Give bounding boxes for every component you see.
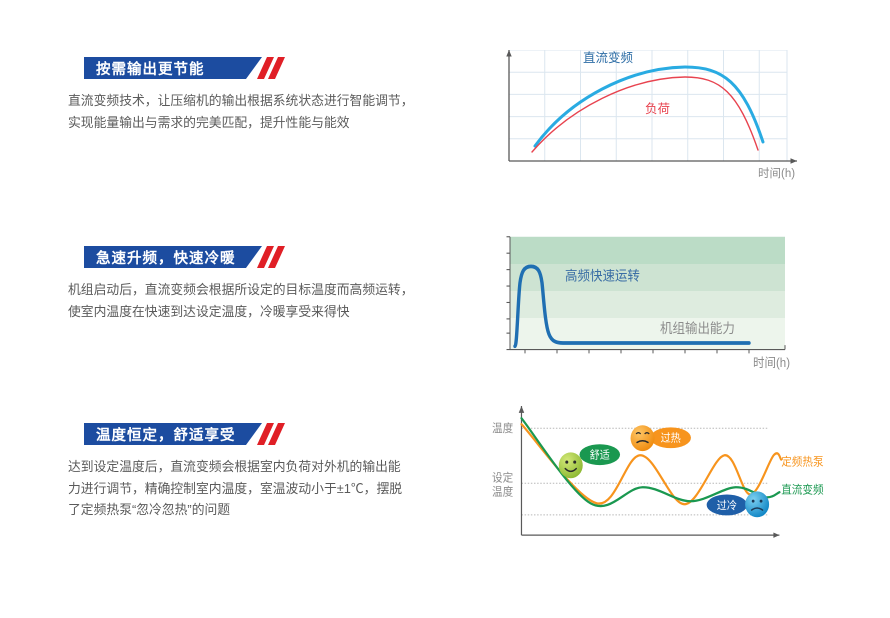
svg-text:直流变频: 直流变频 [781,482,823,497]
svg-text:温度: 温度 [492,484,513,499]
svg-text:机组输出能力: 机组输出能力 [660,321,735,337]
svg-text:时间(h): 时间(h) [753,356,790,371]
svg-text:定频热泵: 定频热泵 [781,454,823,469]
svg-text:温度: 温度 [492,420,513,435]
svg-text:负荷: 负荷 [645,102,670,116]
svg-text:过冷: 过冷 [716,498,737,511]
svg-text:时间(h): 时间(h) [758,167,795,180]
svg-text:高频快速运转: 高频快速运转 [565,267,640,284]
svg-text:舒适: 舒适 [589,448,610,461]
svg-text:过热: 过热 [660,431,681,444]
svg-text:设定: 设定 [492,470,513,485]
svg-text:直流变频: 直流变频 [583,50,634,65]
